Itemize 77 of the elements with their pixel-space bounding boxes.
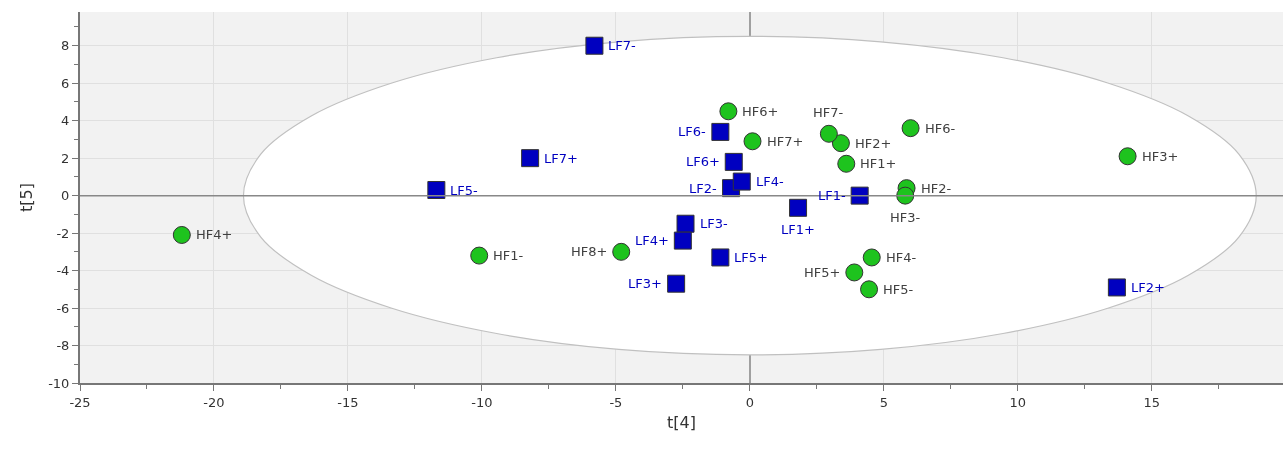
y-tick-label: 6 (61, 75, 70, 91)
x-tick-label: 0 (745, 394, 754, 410)
annotation: HF5- (883, 282, 914, 297)
y-tick-label: -6 (56, 300, 70, 316)
x-tick-label: 10 (1009, 394, 1027, 410)
x-tick-label: 5 (879, 394, 888, 410)
annotation: LF5- (450, 183, 478, 198)
point (789, 198, 808, 217)
point (862, 248, 881, 267)
point (667, 274, 686, 293)
point (673, 231, 692, 250)
annotation: HF2- (921, 181, 952, 196)
point (743, 132, 762, 151)
annotation: LF2- (689, 181, 717, 196)
point (819, 124, 838, 143)
y-axis-title: t[5] (16, 183, 36, 212)
annotation: HF7+ (767, 134, 804, 149)
annotation: LF1- (818, 188, 846, 203)
annotation: HF3- (890, 210, 921, 225)
point (711, 122, 730, 141)
annotation: HF4- (886, 250, 917, 265)
annotation: LF4- (756, 174, 784, 189)
point (719, 102, 738, 121)
point (711, 248, 730, 267)
point (732, 172, 751, 191)
point (724, 152, 743, 171)
annotation: LF6+ (686, 154, 720, 169)
point (860, 280, 879, 299)
y-tick-label: 0 (61, 188, 70, 204)
annotation: LF1+ (781, 222, 815, 237)
annotation: HF6+ (742, 104, 779, 119)
annotation: LF7- (608, 38, 636, 53)
x-tick-label: 15 (1143, 394, 1160, 410)
annotation: LF5+ (734, 250, 768, 265)
annotation: HF7- (813, 105, 844, 120)
annotation: HF4+ (196, 227, 233, 242)
y-tick-label: -10 (48, 375, 70, 391)
annotation: LF6- (678, 124, 706, 139)
point (896, 186, 915, 205)
point (1107, 278, 1126, 297)
y-tick-label: -8 (56, 338, 70, 354)
point (831, 134, 850, 153)
annotation: HF1+ (860, 156, 897, 171)
annotation: HF3+ (1142, 149, 1179, 164)
annotation: LF4+ (635, 233, 669, 248)
annotation: LF3- (700, 216, 728, 231)
x-tick-label: -5 (609, 394, 623, 410)
point (427, 181, 446, 200)
point (585, 36, 604, 55)
point (470, 246, 489, 265)
annotation: LF2+ (1131, 280, 1165, 295)
y-tick-label: -4 (56, 263, 70, 279)
point (850, 186, 869, 205)
y-tick-label: 4 (61, 113, 70, 129)
y-tick-label: 8 (61, 38, 70, 54)
x-axis-title: t[4] (667, 412, 696, 432)
point (901, 119, 920, 138)
point (845, 263, 864, 282)
annotation: HF2+ (855, 136, 892, 151)
x-tick-label: -20 (203, 394, 225, 410)
point (676, 214, 695, 233)
point (837, 154, 856, 173)
x-tick-label: -15 (337, 394, 359, 410)
annotation: LF3+ (628, 276, 662, 291)
x-tick-label: -10 (471, 394, 493, 410)
x-tick-label: -25 (69, 394, 91, 410)
annotation: HF6- (925, 121, 956, 136)
annotation: HF1- (493, 248, 524, 263)
point (1118, 147, 1137, 166)
point (521, 149, 540, 168)
point (612, 242, 631, 261)
annotation: HF8+ (571, 244, 608, 259)
point (172, 225, 191, 244)
y-tick-label: 2 (61, 150, 70, 166)
annotation: HF5+ (804, 265, 841, 280)
y-tick-label: -2 (56, 225, 70, 241)
annotation: LF7+ (544, 151, 578, 166)
